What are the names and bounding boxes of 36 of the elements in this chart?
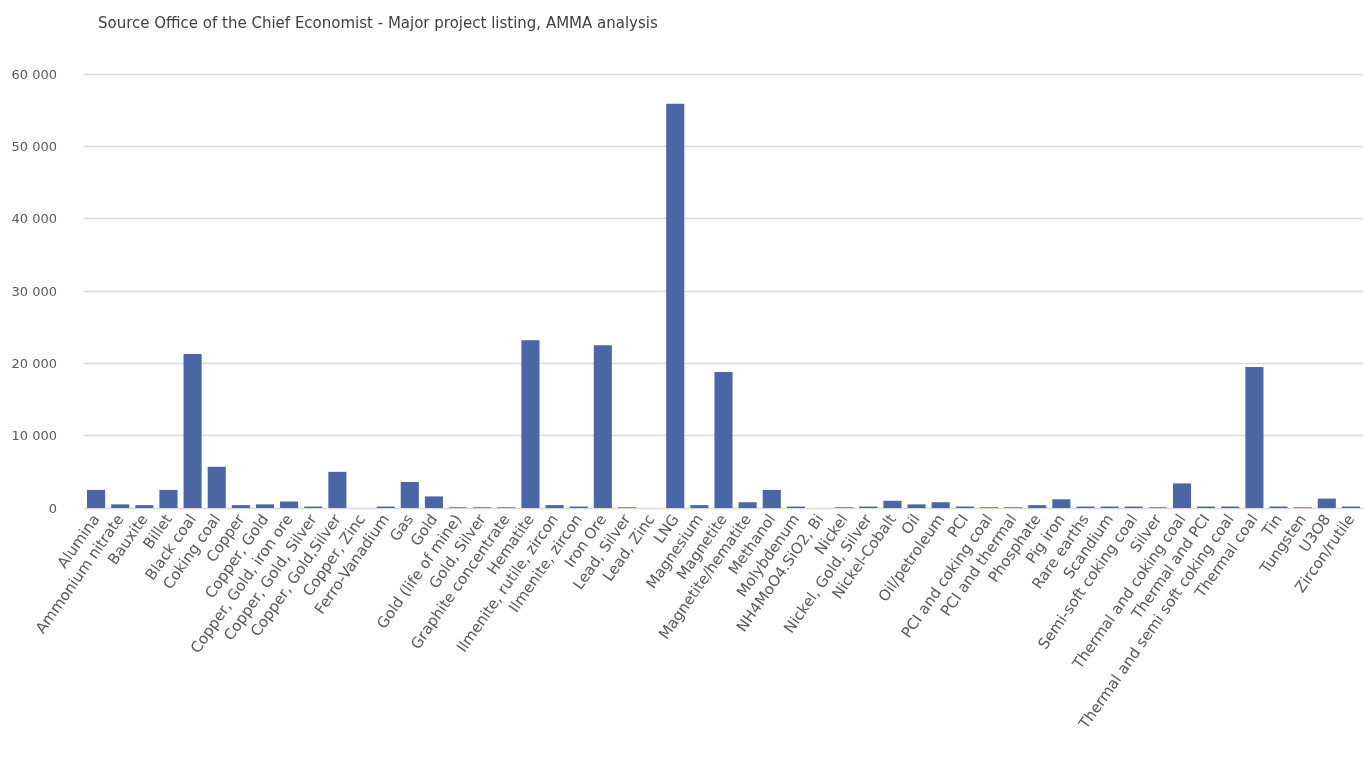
bar bbox=[762, 489, 781, 508]
bar bbox=[183, 353, 202, 508]
bar bbox=[931, 502, 950, 508]
bar bbox=[135, 505, 154, 508]
y-tick-label: 50 000 bbox=[11, 138, 57, 154]
y-tick-label: 40 000 bbox=[11, 211, 57, 227]
bar bbox=[255, 504, 275, 508]
bar bbox=[666, 103, 685, 508]
chart-title: Source Office of the Chief Economist - Major project listing, AMMA analysis bbox=[98, 13, 658, 32]
bar bbox=[1028, 505, 1047, 508]
bar bbox=[738, 502, 757, 508]
bar bbox=[1245, 366, 1264, 508]
bar bbox=[207, 466, 226, 508]
bar bbox=[521, 340, 540, 508]
bar bbox=[883, 500, 902, 508]
y-tick-label: 20 000 bbox=[11, 355, 57, 371]
bar bbox=[907, 504, 926, 508]
y-tick-label: 10 000 bbox=[11, 428, 57, 444]
bar bbox=[328, 471, 347, 508]
bar bbox=[280, 501, 299, 508]
bar bbox=[424, 496, 443, 508]
bar bbox=[400, 481, 419, 508]
bar bbox=[593, 345, 612, 508]
bar bbox=[87, 489, 106, 508]
bar bbox=[231, 505, 250, 508]
bar bbox=[690, 505, 709, 508]
bar bbox=[1172, 483, 1192, 508]
bar bbox=[1317, 498, 1336, 508]
bar bbox=[159, 489, 178, 508]
bar bbox=[111, 504, 130, 508]
y-tick-label: 0 bbox=[48, 500, 57, 516]
bar bbox=[545, 505, 564, 508]
y-tick-label: 30 000 bbox=[11, 283, 57, 299]
bar bbox=[714, 372, 733, 508]
bar bbox=[1052, 499, 1071, 508]
y-tick-label: 60 000 bbox=[11, 66, 57, 82]
